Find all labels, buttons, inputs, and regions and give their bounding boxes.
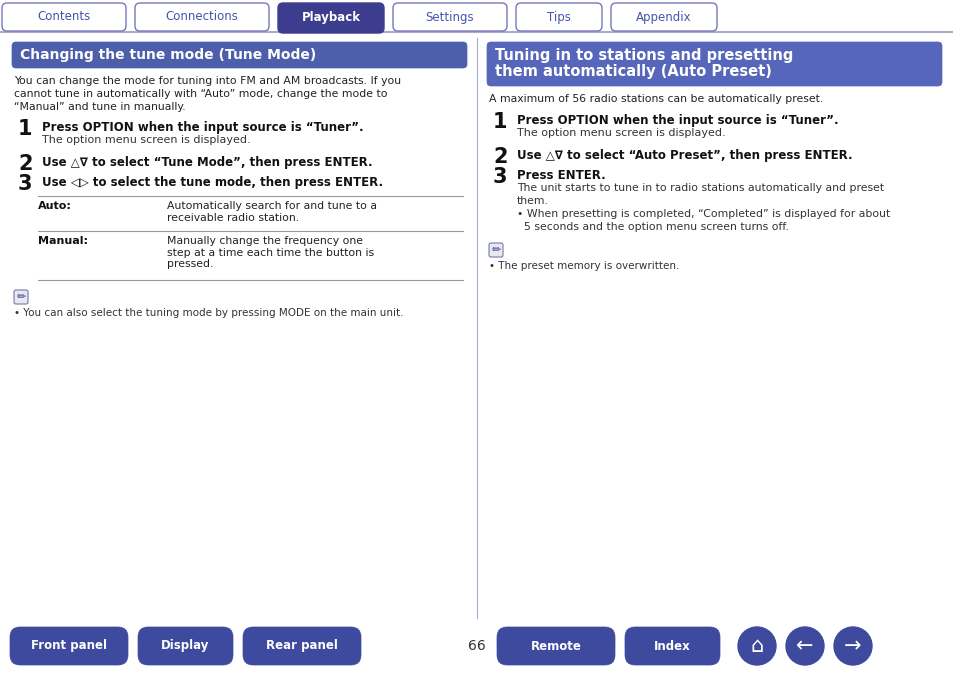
Text: Connections: Connections <box>166 11 238 24</box>
Text: Changing the tune mode (Tune Mode): Changing the tune mode (Tune Mode) <box>20 48 315 62</box>
Text: Press OPTION when the input source is “Tuner”.: Press OPTION when the input source is “T… <box>517 114 838 127</box>
Text: Auto:: Auto: <box>38 201 71 211</box>
FancyBboxPatch shape <box>2 3 126 31</box>
FancyBboxPatch shape <box>138 627 233 665</box>
FancyBboxPatch shape <box>12 42 467 68</box>
Text: Front panel: Front panel <box>30 639 107 653</box>
Text: →: → <box>843 636 861 656</box>
Text: Index: Index <box>654 639 690 653</box>
Text: Use △∇ to select “Tune Mode”, then press ENTER.: Use △∇ to select “Tune Mode”, then press… <box>42 156 373 169</box>
FancyBboxPatch shape <box>135 3 269 31</box>
Text: “Manual” and tune in manually.: “Manual” and tune in manually. <box>14 102 186 112</box>
Text: The option menu screen is displayed.: The option menu screen is displayed. <box>517 128 725 138</box>
Text: Display: Display <box>161 639 210 653</box>
FancyBboxPatch shape <box>277 3 384 33</box>
Text: Tuning in to stations and presetting: Tuning in to stations and presetting <box>495 48 793 63</box>
Text: 2: 2 <box>18 154 32 174</box>
Text: Rear panel: Rear panel <box>266 639 337 653</box>
Circle shape <box>833 627 871 665</box>
FancyBboxPatch shape <box>486 42 941 86</box>
Text: The option menu screen is displayed.: The option menu screen is displayed. <box>42 135 251 145</box>
FancyBboxPatch shape <box>14 290 28 304</box>
Text: Use ◁▷ to select the tune mode, then press ENTER.: Use ◁▷ to select the tune mode, then pre… <box>42 176 383 189</box>
Text: The unit starts to tune in to radio stations automatically and preset: The unit starts to tune in to radio stat… <box>517 183 883 193</box>
Text: them.: them. <box>517 196 548 206</box>
Text: 3: 3 <box>493 167 507 187</box>
Circle shape <box>738 627 775 665</box>
Text: Manual:: Manual: <box>38 236 88 246</box>
Text: Contents: Contents <box>37 11 91 24</box>
Text: A maximum of 56 radio stations can be automatically preset.: A maximum of 56 radio stations can be au… <box>489 94 822 104</box>
FancyBboxPatch shape <box>243 627 360 665</box>
Text: Appendix: Appendix <box>636 11 691 24</box>
FancyBboxPatch shape <box>10 627 128 665</box>
Text: them automatically (Auto Preset): them automatically (Auto Preset) <box>495 64 771 79</box>
Text: Automatically search for and tune to a
receivable radio station.: Automatically search for and tune to a r… <box>167 201 376 223</box>
Text: • The preset memory is overwritten.: • The preset memory is overwritten. <box>489 261 679 271</box>
FancyBboxPatch shape <box>516 3 601 31</box>
Text: 1: 1 <box>18 119 32 139</box>
Circle shape <box>785 627 823 665</box>
Text: ←: ← <box>796 636 813 656</box>
Text: ⌂: ⌂ <box>750 636 762 656</box>
Text: Tips: Tips <box>546 11 570 24</box>
Text: You can change the mode for tuning into FM and AM broadcasts. If you: You can change the mode for tuning into … <box>14 76 400 86</box>
FancyBboxPatch shape <box>610 3 717 31</box>
Text: Remote: Remote <box>530 639 580 653</box>
Text: • You can also select the tuning mode by pressing MODE on the main unit.: • You can also select the tuning mode by… <box>14 308 403 318</box>
Text: Use △∇ to select “Auto Preset”, then press ENTER.: Use △∇ to select “Auto Preset”, then pre… <box>517 149 852 162</box>
Text: ✏: ✏ <box>16 292 26 302</box>
Text: Manually change the frequency one
step at a time each time the button is
pressed: Manually change the frequency one step a… <box>167 236 374 269</box>
FancyBboxPatch shape <box>489 243 502 257</box>
Text: Playback: Playback <box>301 11 360 24</box>
Text: 1: 1 <box>493 112 507 132</box>
Text: 66: 66 <box>468 639 485 653</box>
Text: 2: 2 <box>493 147 507 167</box>
Text: Press ENTER.: Press ENTER. <box>517 169 605 182</box>
Text: 3: 3 <box>18 174 32 194</box>
FancyBboxPatch shape <box>624 627 720 665</box>
Text: Press OPTION when the input source is “Tuner”.: Press OPTION when the input source is “T… <box>42 121 363 134</box>
FancyBboxPatch shape <box>497 627 615 665</box>
Text: cannot tune in automatically with “Auto” mode, change the mode to: cannot tune in automatically with “Auto”… <box>14 89 387 99</box>
Text: • When presetting is completed, “Completed” is displayed for about: • When presetting is completed, “Complet… <box>517 209 889 219</box>
FancyBboxPatch shape <box>393 3 506 31</box>
Text: 5 seconds and the option menu screen turns off.: 5 seconds and the option menu screen tur… <box>517 222 788 232</box>
Text: ✏: ✏ <box>491 245 500 255</box>
Text: Settings: Settings <box>425 11 474 24</box>
